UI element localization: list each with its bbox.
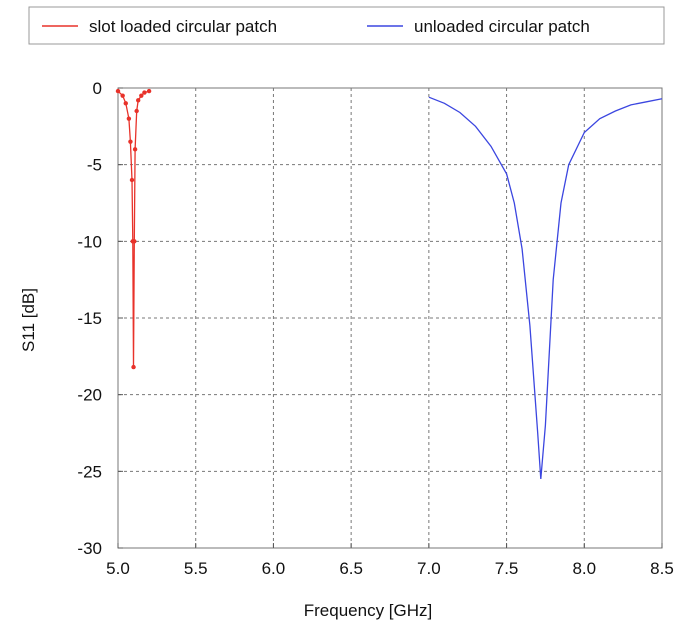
series-point-0: [136, 98, 141, 103]
y-tick-label: -15: [77, 309, 102, 328]
series-point-0: [129, 177, 135, 183]
series-point-0: [128, 139, 133, 144]
y-tick-label: -30: [77, 539, 102, 558]
y-tick-label: -25: [77, 462, 102, 481]
series-line-1: [428, 96, 663, 480]
x-tick-label: 5.5: [184, 559, 208, 578]
series-point-0: [115, 88, 121, 94]
x-tick-label: 6.5: [339, 559, 363, 578]
legend: slot loaded circular patch unloaded circ…: [28, 6, 665, 45]
x-tick-label: 7.5: [495, 559, 519, 578]
series-point-0: [126, 116, 132, 121]
x-axis-title: Frequency [GHz]: [304, 601, 433, 620]
series-point-0: [142, 90, 147, 95]
y-tick-label: 0: [93, 79, 102, 98]
series-line-0: [117, 90, 150, 368]
x-tick-label: 7.0: [417, 559, 441, 578]
series-point-0: [131, 364, 136, 370]
series-point-0: [132, 147, 138, 152]
series-point-0: [120, 93, 125, 98]
series-point-0: [146, 88, 152, 94]
series-point-0: [139, 93, 144, 98]
series-point-0: [132, 239, 137, 244]
legend-label-unloaded: unloaded circular patch: [414, 17, 590, 36]
x-axis: 5.0 5.5 6.0 6.5 7.0 7.5 8.0 8.5: [106, 543, 674, 578]
y-tick-label: -10: [77, 232, 102, 251]
x-tick-label: 5.0: [106, 559, 130, 578]
y-axis: 0 -5 -10 -15 -20 -25 -30: [77, 79, 123, 558]
series-layer: [115, 88, 663, 480]
x-tick-label: 8.0: [572, 559, 596, 578]
series-point-0: [123, 101, 128, 106]
legend-label-slot-loaded: slot loaded circular patch: [89, 17, 277, 36]
series-point-0: [134, 108, 139, 114]
grid: [118, 88, 662, 548]
y-tick-label: -20: [77, 386, 102, 405]
y-tick-label: -5: [87, 156, 102, 175]
x-tick-label: 6.0: [262, 559, 286, 578]
x-tick-label: 8.5: [650, 559, 674, 578]
legend-box: [28, 6, 665, 45]
y-axis-title: S11 [dB]: [19, 288, 38, 352]
